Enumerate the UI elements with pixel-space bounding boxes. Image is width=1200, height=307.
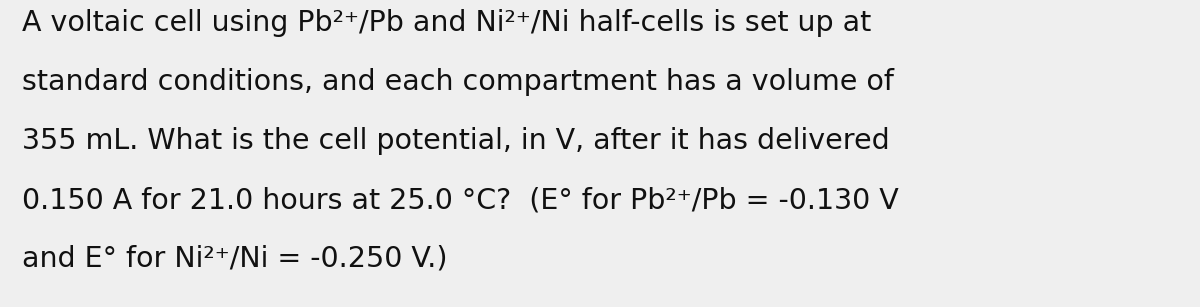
Text: 355 mL. What is the cell potential, in V, after it has delivered: 355 mL. What is the cell potential, in V…: [22, 127, 889, 155]
Text: standard conditions, and each compartment has a volume of: standard conditions, and each compartmen…: [22, 68, 894, 96]
Text: A voltaic cell using Pb²⁺/Pb and Ni²⁺/Ni half-cells is set up at: A voltaic cell using Pb²⁺/Pb and Ni²⁺/Ni…: [22, 9, 871, 37]
Text: 0.150 A for 21.0 hours at 25.0 °C?  (E° for Pb²⁺/Pb = -0.130 V: 0.150 A for 21.0 hours at 25.0 °C? (E° f…: [22, 186, 899, 214]
Text: and E° for Ni²⁺/Ni = -0.250 V.): and E° for Ni²⁺/Ni = -0.250 V.): [22, 245, 448, 273]
